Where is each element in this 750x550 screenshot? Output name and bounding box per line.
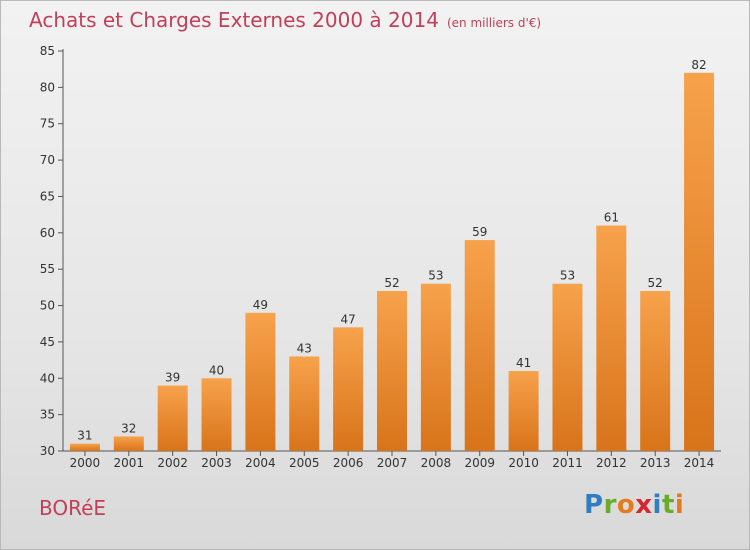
logo-letter: r [603, 490, 617, 520]
bar [201, 378, 232, 451]
bar [113, 436, 144, 451]
bar [596, 225, 627, 451]
x-tick-label: 2006 [333, 456, 364, 470]
data-label: 53 [428, 269, 443, 283]
data-label: 40 [209, 363, 224, 377]
bar [289, 356, 320, 451]
data-label: 59 [472, 225, 487, 239]
bar [464, 240, 495, 451]
y-tick-label: 45 [40, 335, 55, 349]
x-tick-label: 2000 [70, 456, 101, 470]
data-label: 39 [165, 371, 180, 385]
logo-letter: o [616, 490, 636, 520]
unit-note: (en milliers d'€) [446, 16, 542, 30]
y-tick-label: 70 [40, 153, 55, 167]
x-tick-label: 2010 [508, 456, 539, 470]
logo-letter: t [661, 490, 675, 520]
y-tick-label: 35 [40, 408, 55, 422]
logo-letter: P [584, 490, 604, 520]
data-label: 31 [77, 429, 92, 443]
x-tick-label: 2011 [552, 456, 583, 470]
data-label: 52 [384, 276, 399, 290]
y-tick-label: 80 [40, 80, 55, 94]
proxiti-logo: Proxiti [584, 490, 684, 520]
bar [157, 385, 188, 451]
y-tick-label: 60 [40, 226, 55, 240]
commune-name: BORéE [39, 496, 107, 520]
logo-letter: i [674, 490, 685, 520]
title-text: Achats et Charges Externes 2000 à 2014 [29, 8, 439, 32]
bars-group [69, 72, 715, 452]
x-tick-label: 2005 [289, 456, 320, 470]
bar [377, 291, 407, 451]
labels-group: 31 32 39 40 49 43 47 52 53 59 41 53 61 52 82 [77, 58, 706, 443]
data-label: 61 [604, 211, 619, 225]
y-tick-label: 65 [40, 189, 55, 203]
bar [69, 443, 100, 451]
x-tick-label: 2004 [245, 456, 276, 470]
x-tick-label: 2008 [421, 456, 452, 470]
x-tick-label: 2009 [464, 456, 495, 470]
data-label: 53 [560, 269, 575, 283]
bar [640, 291, 671, 451]
logo-letter: i [652, 490, 662, 520]
y-tick-label: 75 [40, 117, 55, 131]
data-label: 47 [340, 312, 355, 326]
bar [684, 72, 715, 452]
y-tick-label: 85 [40, 44, 55, 58]
bar [552, 283, 583, 451]
y-tick-label: 40 [40, 371, 55, 385]
x-tick-label: 2001 [114, 456, 145, 470]
x-tick-label: 2002 [157, 456, 188, 470]
x-tick-label: 2003 [201, 456, 232, 470]
data-label: 43 [297, 341, 312, 355]
y-tick-label: 55 [40, 262, 55, 276]
x-tick-label: 2013 [640, 456, 671, 470]
x-tick-label: 2007 [377, 456, 408, 470]
data-label: 82 [691, 58, 706, 72]
axes: 30 35 40 45 50 55 60 65 70 75 80 85 2000 2001 2002 2003… [40, 44, 721, 470]
y-tick-label: 30 [40, 444, 55, 458]
bar [333, 327, 364, 451]
chart-title: Achats et Charges Externes 2000 à 2014 (e… [29, 8, 541, 32]
x-tick-label: 2012 [596, 456, 627, 470]
bar [245, 312, 276, 451]
bar [508, 371, 539, 451]
data-label: 49 [253, 298, 268, 312]
logo-letter: x [635, 490, 653, 520]
data-label: 41 [516, 356, 531, 370]
data-label: 32 [121, 421, 136, 435]
data-label: 52 [648, 276, 663, 290]
bar [420, 283, 451, 451]
x-tick-label: 2014 [684, 456, 715, 470]
y-tick-label: 50 [40, 299, 55, 313]
